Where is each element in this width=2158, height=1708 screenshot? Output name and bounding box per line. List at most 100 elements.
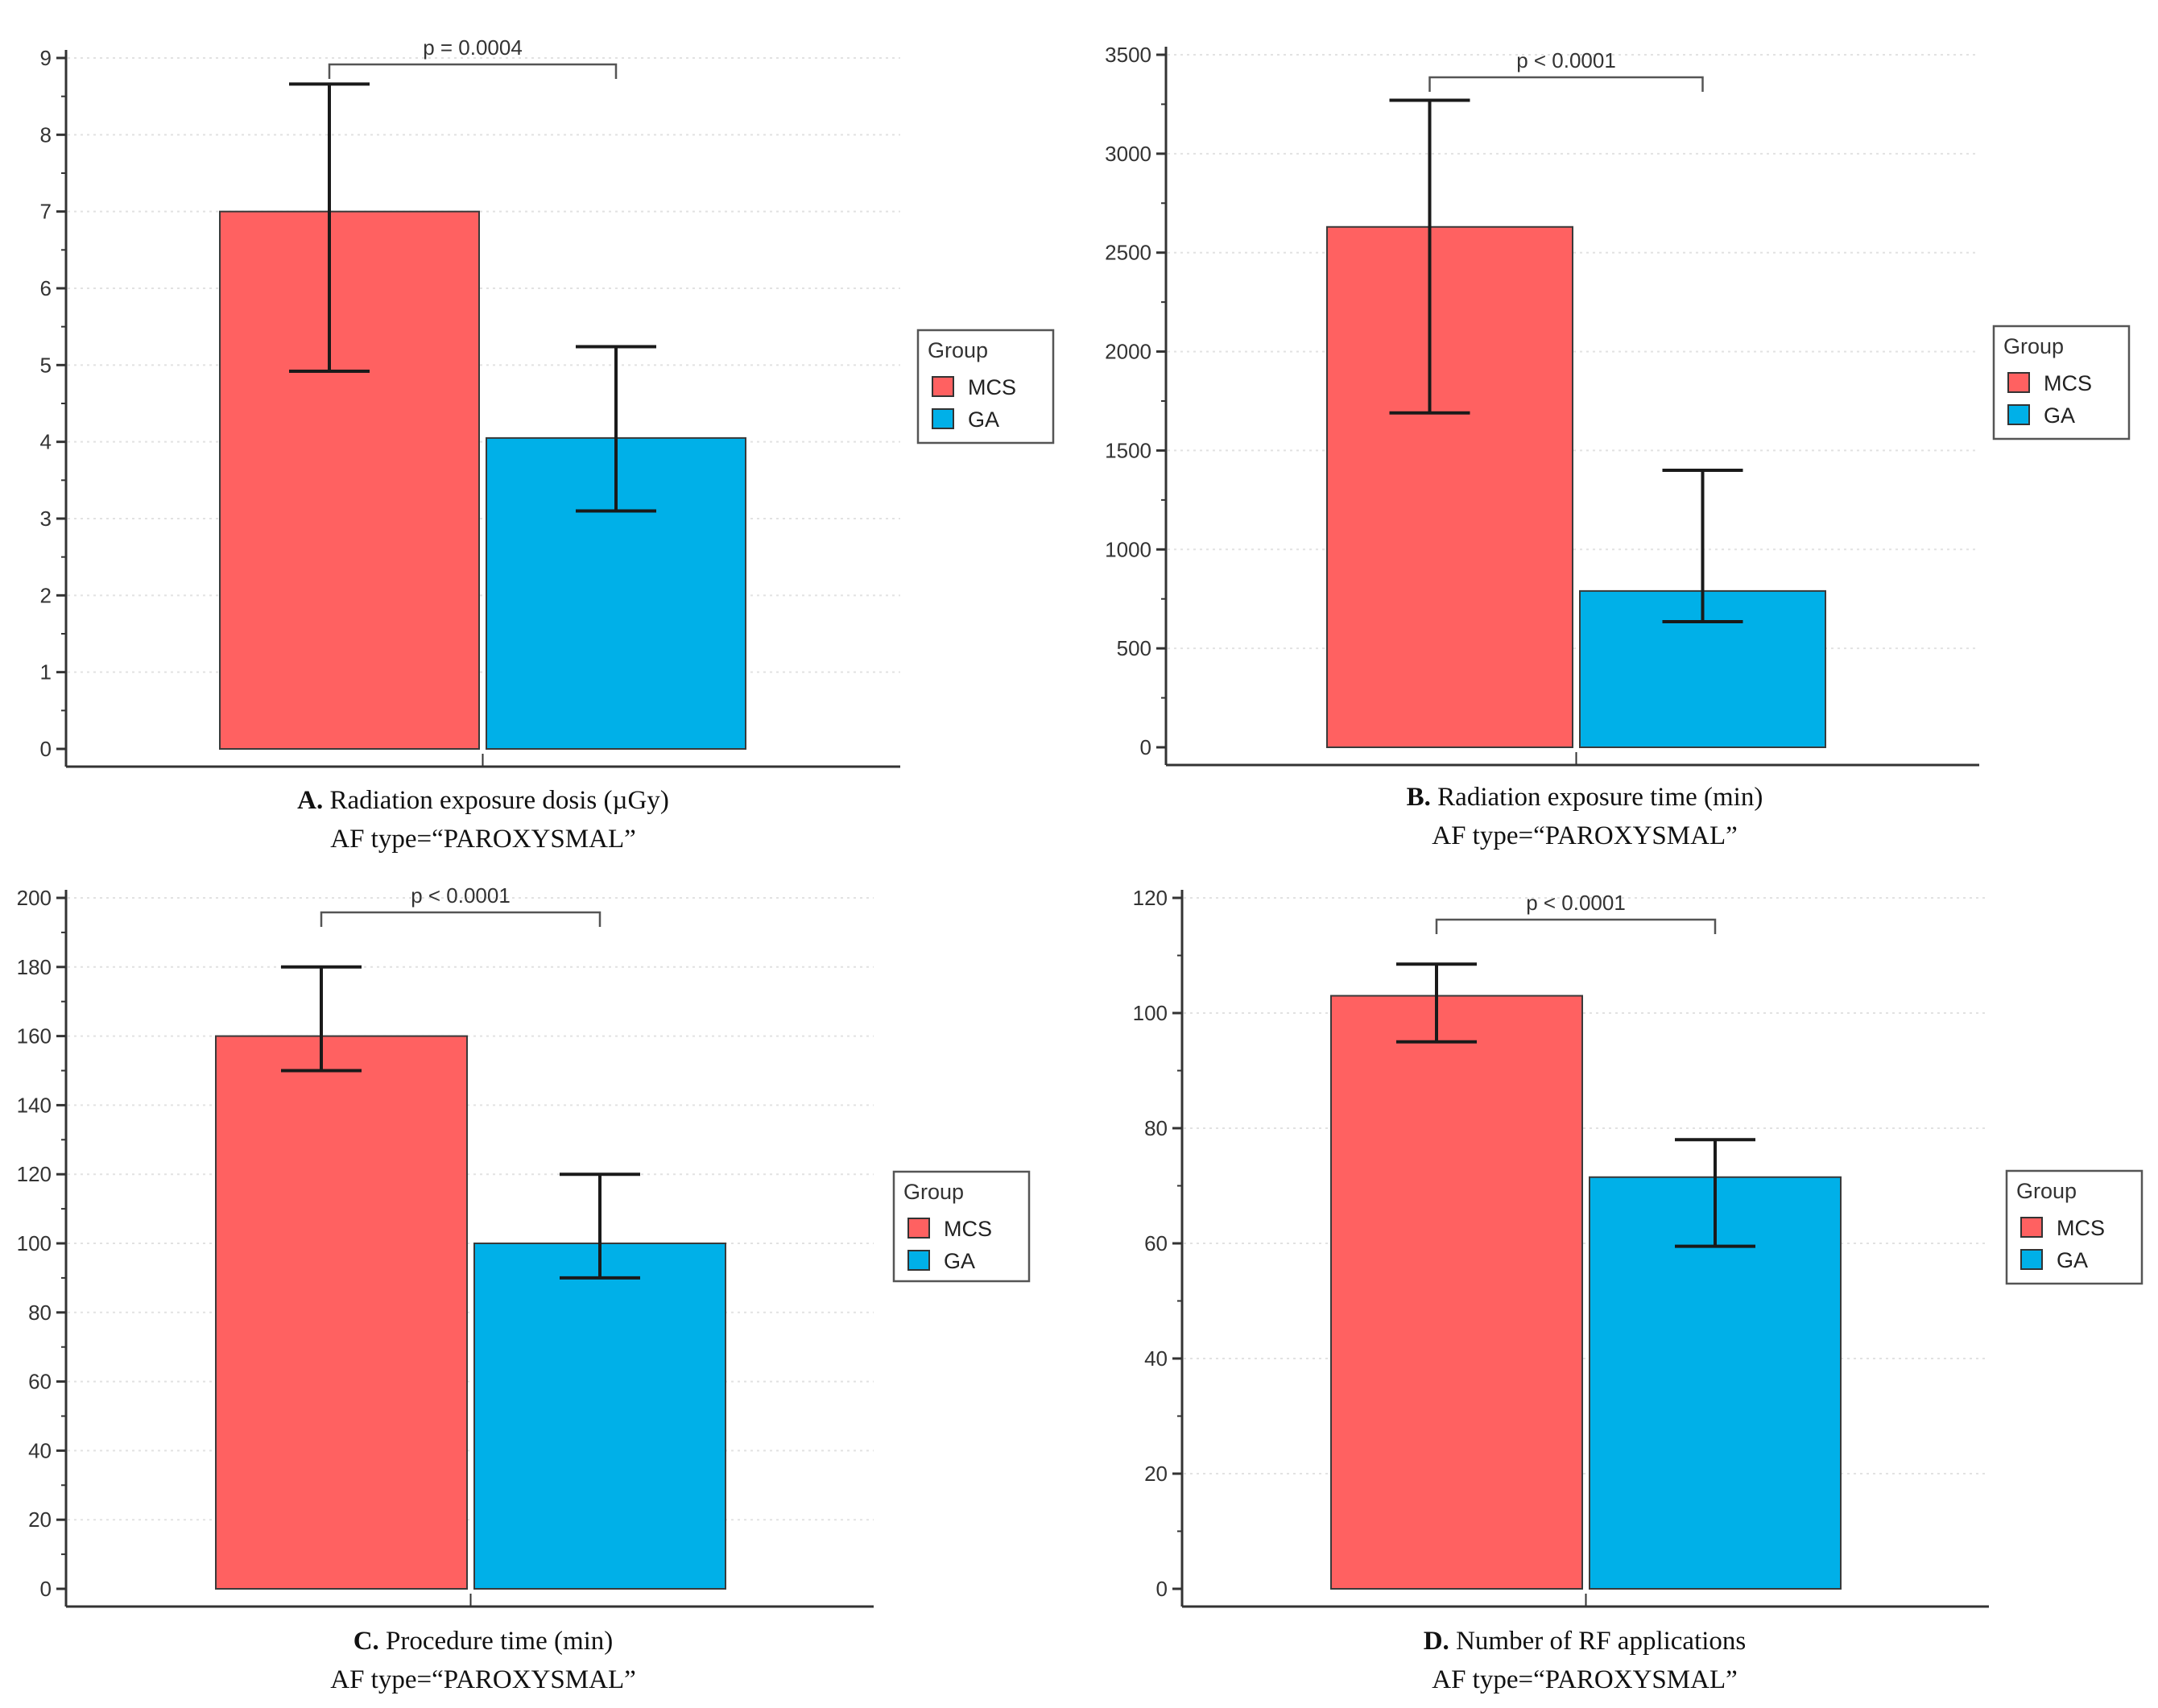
chart-panel-d: p < 0.0001 0 20 40 60 80 100 120 Group MCS GA D. Nu… xyxy=(1133,886,2144,1694)
y-tick-label: 0 xyxy=(1140,735,1151,759)
gridlines xyxy=(1184,897,1989,1474)
error-bar-ga xyxy=(576,345,656,513)
bar-mcs xyxy=(215,1035,468,1590)
chart-caption: C. Procedure time (min) xyxy=(353,1627,614,1656)
chart-panel-b: p < 0.0001 0 500 1000 1500 2000 2500 3000 3500 Gr… xyxy=(1105,43,2131,850)
chart-caption: B. Radiation exposure time (min) xyxy=(1407,783,1763,812)
y-tick-label: 2 xyxy=(40,583,52,607)
y-tick-label: 80 xyxy=(28,1301,52,1325)
error-bar-mcs xyxy=(289,82,370,373)
legend-label-ga: GA xyxy=(944,1249,975,1273)
chart-panel-a: p = 0.0004 0 1 2 3 4 5 6 7 8 9 Group MCS GA A. Radiati… xyxy=(40,35,1055,854)
chart-subtitle: AF type=“PAROXYSMAL” xyxy=(330,1665,636,1694)
legend-label-mcs: MCS xyxy=(968,375,1016,399)
y-tick-label: 6 xyxy=(40,276,52,300)
bar-mcs xyxy=(1330,995,1583,1590)
y-tick-label: 3000 xyxy=(1105,142,1151,166)
legend: Group MCS GA xyxy=(2005,1169,2144,1285)
y-tick-label: 3500 xyxy=(1105,43,1151,67)
chart-subtitle: AF type=“PAROXYSMAL” xyxy=(330,825,636,854)
y-tick-label: 20 xyxy=(28,1507,52,1532)
y-tick-label: 500 xyxy=(1117,636,1151,660)
chart-subtitle: AF type=“PAROXYSMAL” xyxy=(1432,1665,1738,1694)
legend-label-mcs: MCS xyxy=(2044,371,2092,395)
y-tick-label: 160 xyxy=(17,1024,52,1048)
caption-text: Procedure time (min) xyxy=(379,1627,614,1656)
legend-swatch-ga xyxy=(907,1250,930,1271)
y-tick-label: 100 xyxy=(17,1231,52,1255)
error-bar-mcs xyxy=(1389,98,1470,415)
y-tick-label: 8 xyxy=(40,122,52,147)
error-bar-ga xyxy=(1675,1138,1755,1248)
error-bar-ga xyxy=(560,1172,640,1280)
p-value-label: p < 0.0001 xyxy=(1516,48,1616,72)
significance-bracket xyxy=(328,63,618,79)
error-bar-mcs xyxy=(1396,962,1477,1044)
y-tick-label: 120 xyxy=(1133,886,1168,910)
y-tick-label: 1 xyxy=(40,660,52,684)
y-tick-label: 9 xyxy=(40,46,52,70)
caption-text: Radiation exposure time (min) xyxy=(1431,783,1763,812)
y-tick-label: 120 xyxy=(17,1162,52,1186)
y-tick-label: 0 xyxy=(40,1577,52,1601)
legend-swatch-mcs xyxy=(2020,1217,2043,1238)
legend: Group MCS GA xyxy=(892,1170,1031,1283)
legend-label-mcs: MCS xyxy=(2057,1216,2105,1240)
legend-swatch-mcs xyxy=(907,1218,930,1239)
p-value-label: p < 0.0001 xyxy=(1526,891,1626,915)
caption-label: A. xyxy=(297,786,323,815)
chart-caption: A. Radiation exposure dosis (µGy) xyxy=(297,786,669,815)
legend-title: Group xyxy=(928,338,988,362)
y-tick-label: 2500 xyxy=(1105,241,1151,265)
significance-bracket xyxy=(1428,76,1704,92)
y-tick-label: 3 xyxy=(40,507,52,531)
gridlines xyxy=(68,897,874,1521)
caption-label: B. xyxy=(1407,783,1431,812)
y-tick-label: 40 xyxy=(1144,1346,1168,1371)
y-tick-label: 4 xyxy=(40,430,52,454)
caption-text: Radiation exposure dosis (µGy) xyxy=(323,786,669,815)
y-tick-label: 180 xyxy=(17,955,52,979)
y-tick-label: 100 xyxy=(1133,1001,1168,1025)
legend-label-mcs: MCS xyxy=(944,1217,992,1241)
y-tick-label: 60 xyxy=(28,1370,52,1394)
legend-swatch-mcs xyxy=(2007,372,2030,393)
y-tick-label: 200 xyxy=(17,886,52,910)
legend: Group MCS GA xyxy=(916,329,1055,445)
y-tick-label: 140 xyxy=(17,1093,52,1117)
caption-label: D. xyxy=(1424,1627,1449,1656)
chart-subtitle: AF type=“PAROXYSMAL” xyxy=(1432,821,1738,850)
legend-title: Group xyxy=(2016,1179,2077,1203)
p-value-label: p = 0.0004 xyxy=(423,35,523,60)
legend-swatch-ga xyxy=(932,408,954,429)
legend-title: Group xyxy=(2003,334,2064,358)
caption-text: Number of RF applications xyxy=(1449,1627,1746,1656)
y-tick-label: 0 xyxy=(40,737,52,761)
significance-bracket xyxy=(320,911,602,927)
legend-label-ga: GA xyxy=(2057,1248,2088,1272)
y-tick-label: 2000 xyxy=(1105,340,1151,364)
y-tick-label: 1500 xyxy=(1105,438,1151,462)
legend-label-ga: GA xyxy=(2044,403,2075,428)
bar-mcs xyxy=(219,210,480,750)
bar-ga xyxy=(473,1243,726,1590)
y-tick-label: 20 xyxy=(1144,1462,1168,1486)
chart-caption: D. Number of RF applications xyxy=(1424,1627,1747,1656)
legend-swatch-ga xyxy=(2007,404,2030,425)
error-bar-mcs xyxy=(281,965,362,1073)
p-value-label: p < 0.0001 xyxy=(411,883,511,908)
y-tick-label: 5 xyxy=(40,353,52,377)
significance-bracket xyxy=(1435,918,1717,934)
y-tick-label: 40 xyxy=(28,1438,52,1462)
caption-label: C. xyxy=(353,1627,379,1656)
legend-title: Group xyxy=(903,1180,964,1204)
error-bar-ga xyxy=(1662,469,1743,623)
y-tick-label: 0 xyxy=(1156,1577,1168,1601)
y-tick-label: 60 xyxy=(1144,1231,1168,1255)
chart-panel-c: p < 0.0001 0 20 40 60 80 100 120 140 160 180 200 Gro… xyxy=(17,883,1031,1694)
gridlines xyxy=(68,57,900,673)
legend-swatch-ga xyxy=(2020,1249,2043,1270)
legend-swatch-mcs xyxy=(932,376,954,397)
legend: Group MCS GA xyxy=(1992,325,2131,440)
